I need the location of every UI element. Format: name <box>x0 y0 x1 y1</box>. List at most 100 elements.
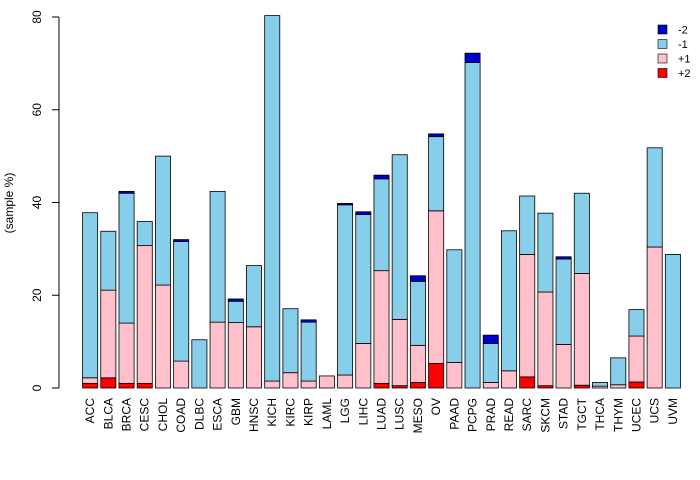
y-axis-title: (sample %) <box>2 173 16 234</box>
x-tick-label-blca: BLCA <box>101 398 115 429</box>
bar-luad-minus1 <box>373 178 390 272</box>
bar-brca-minus1 <box>118 192 135 324</box>
bar-pcpg-minus2 <box>464 52 481 63</box>
bar-meso-plus1 <box>409 344 426 383</box>
bar-gbm-minus1 <box>227 300 244 324</box>
y-tick-label: 0 <box>30 384 44 391</box>
x-tick-label-hnsc: HNSC <box>247 398 261 432</box>
bar-thym-minus1 <box>610 357 627 386</box>
x-tick-label-brca: BRCA <box>120 398 134 431</box>
x-tick-label-coad: COAD <box>174 398 188 433</box>
bar-lihc-plus1 <box>355 343 372 389</box>
bar-dlbc-minus1 <box>191 339 208 389</box>
y-tick-label: 60 <box>30 103 44 117</box>
bar-coad-plus1 <box>173 360 190 389</box>
y-tick-label: 80 <box>30 10 44 24</box>
bar-kirp-minus2 <box>300 319 317 323</box>
x-tick-label-ov: OV <box>429 398 443 415</box>
bar-hnsc-minus1 <box>246 265 262 328</box>
x-tick-label-luad: LUAD <box>375 398 389 430</box>
bar-lusc-minus1 <box>391 154 408 320</box>
x-tick-label-ucs: UCS <box>648 398 662 423</box>
bar-ucs-minus1 <box>646 147 663 248</box>
bar-lusc-plus1 <box>391 318 408 387</box>
bar-pcpg-minus1 <box>464 62 481 389</box>
bar-kirc-plus1 <box>282 372 299 389</box>
x-tick-label-uvm: UVM <box>666 398 680 425</box>
bar-stad-plus1 <box>555 344 572 389</box>
bar-ucec-minus1 <box>628 309 645 337</box>
x-tick-label-lihc: LIHC <box>356 398 370 426</box>
bar-ov-minus2 <box>428 133 445 138</box>
x-tick-label-paad: PAAD <box>447 398 461 430</box>
bar-ov-plus2 <box>428 363 445 389</box>
bar-stad-minus2 <box>555 256 572 260</box>
bar-chol-minus1 <box>154 155 171 286</box>
bar-luad-plus2 <box>373 382 390 389</box>
bar-read-minus1 <box>501 230 517 372</box>
bar-tgct-plus1 <box>573 273 590 386</box>
bar-paad-minus1 <box>446 249 463 363</box>
bar-prad-plus1 <box>482 382 499 389</box>
bar-acc-plus1 <box>82 377 99 384</box>
x-tick-label-cesc: CESC <box>138 398 152 432</box>
y-tick-label: 40 <box>30 196 44 210</box>
x-tick-label-kich: KICH <box>265 398 279 427</box>
bar-lgg-plus1 <box>337 374 354 389</box>
legend-swatch <box>657 39 668 49</box>
bar-coad-minus2 <box>173 239 190 242</box>
y-axis: 0 20 40 60 80 <box>30 10 60 391</box>
x-tick-label-acc: ACC <box>83 398 97 424</box>
bar-esca-plus1 <box>209 321 226 389</box>
bar-sarc-plus1 <box>519 254 536 378</box>
bar-cesc-plus2 <box>136 382 153 389</box>
bar-read-plus1 <box>501 370 517 389</box>
bar-luad-plus1 <box>373 270 390 384</box>
y-tick-label: 20 <box>30 288 44 302</box>
bar-ucec-plus1 <box>628 335 645 383</box>
legend-label: -2 <box>678 25 688 37</box>
bar-ov-minus1 <box>428 136 445 212</box>
bar-lgg-minus1 <box>337 204 354 376</box>
x-axis-labels: ACC BLCA BRCA CESC CHOL COAD DLBC ESCA GBM HNSC KI… <box>83 397 680 433</box>
x-tick-label-thca: THCA <box>593 398 607 431</box>
bar-kirp-minus1 <box>300 321 317 382</box>
x-tick-label-kirp: KIRP <box>302 398 316 426</box>
legend-label: -1 <box>678 39 688 51</box>
bar-gbm-minus2 <box>227 298 244 302</box>
bar-prad-minus2 <box>482 334 499 344</box>
bar-tgct-plus2 <box>573 384 590 389</box>
x-tick-label-sarc: SARC <box>520 398 534 432</box>
bar-lihc-minus1 <box>355 214 372 344</box>
bar-coad-minus1 <box>173 241 190 362</box>
x-tick-label-skcm: SKCM <box>538 398 552 433</box>
x-tick-label-kirc: KIRC <box>283 398 297 427</box>
legend-swatch <box>657 53 668 64</box>
bar-ucs-plus1 <box>646 246 663 389</box>
bar-meso-minus2 <box>409 275 426 282</box>
bar-lihc-minus2 <box>355 211 372 215</box>
x-tick-label-chol: CHOL <box>156 398 170 432</box>
bar-luad-minus2 <box>373 174 390 180</box>
x-tick-label-lgg: LGG <box>338 398 352 423</box>
bar-blca-plus2 <box>100 377 117 389</box>
bar-kich-plus1 <box>264 380 281 389</box>
legend-swatch <box>657 68 668 78</box>
bar-acc-minus1 <box>82 212 99 379</box>
bar-gbm-plus1 <box>227 322 244 389</box>
bar-ov-plus1 <box>428 210 445 364</box>
bar-meso-plus2 <box>409 382 426 389</box>
x-tick-label-dlbc: DLBC <box>192 398 206 430</box>
bar-blca-plus1 <box>100 289 117 379</box>
bar-brca-plus1 <box>118 322 135 384</box>
bar-esca-minus1 <box>209 190 226 323</box>
bar-meso-minus1 <box>409 280 426 346</box>
bar-paad-plus1 <box>446 362 463 389</box>
bar-laml-plus1 <box>318 375 335 389</box>
x-tick-label-meso: MESO <box>411 398 425 433</box>
x-tick-label-thym: THYM <box>611 398 625 432</box>
bar-acc-plus2 <box>82 382 99 389</box>
bar-uvm-minus1 <box>664 254 681 389</box>
bar-blca-minus1 <box>100 230 117 291</box>
